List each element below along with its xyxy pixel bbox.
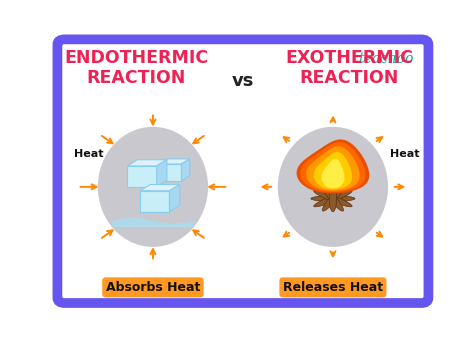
Ellipse shape xyxy=(278,127,388,247)
FancyBboxPatch shape xyxy=(127,166,156,187)
FancyBboxPatch shape xyxy=(140,191,169,212)
Ellipse shape xyxy=(314,191,352,207)
Text: Heat: Heat xyxy=(390,149,419,159)
Ellipse shape xyxy=(322,186,344,211)
Ellipse shape xyxy=(329,185,337,212)
FancyBboxPatch shape xyxy=(57,39,428,303)
Text: ENDOTHERMIC
REACTION: ENDOTHERMIC REACTION xyxy=(64,48,209,86)
Text: vs: vs xyxy=(232,72,254,90)
Polygon shape xyxy=(311,162,322,185)
Polygon shape xyxy=(321,159,345,188)
FancyBboxPatch shape xyxy=(157,164,182,181)
Ellipse shape xyxy=(314,191,352,207)
Polygon shape xyxy=(301,142,365,192)
Polygon shape xyxy=(169,184,180,212)
Text: Releases Heat: Releases Heat xyxy=(283,281,383,294)
Polygon shape xyxy=(314,152,352,190)
Polygon shape xyxy=(157,159,190,164)
Polygon shape xyxy=(156,160,167,187)
Polygon shape xyxy=(306,146,360,191)
Text: EXOTHERMIC
REACTION: EXOTHERMIC REACTION xyxy=(285,48,413,86)
Ellipse shape xyxy=(311,196,355,201)
Text: Absorbs Heat: Absorbs Heat xyxy=(106,281,200,294)
Polygon shape xyxy=(344,162,355,185)
Polygon shape xyxy=(182,159,190,181)
Ellipse shape xyxy=(322,186,344,211)
Ellipse shape xyxy=(98,127,208,247)
Polygon shape xyxy=(297,139,369,193)
Text: Heat: Heat xyxy=(74,149,103,159)
Polygon shape xyxy=(140,184,180,191)
Text: teachoo: teachoo xyxy=(358,53,414,66)
Polygon shape xyxy=(127,160,167,166)
